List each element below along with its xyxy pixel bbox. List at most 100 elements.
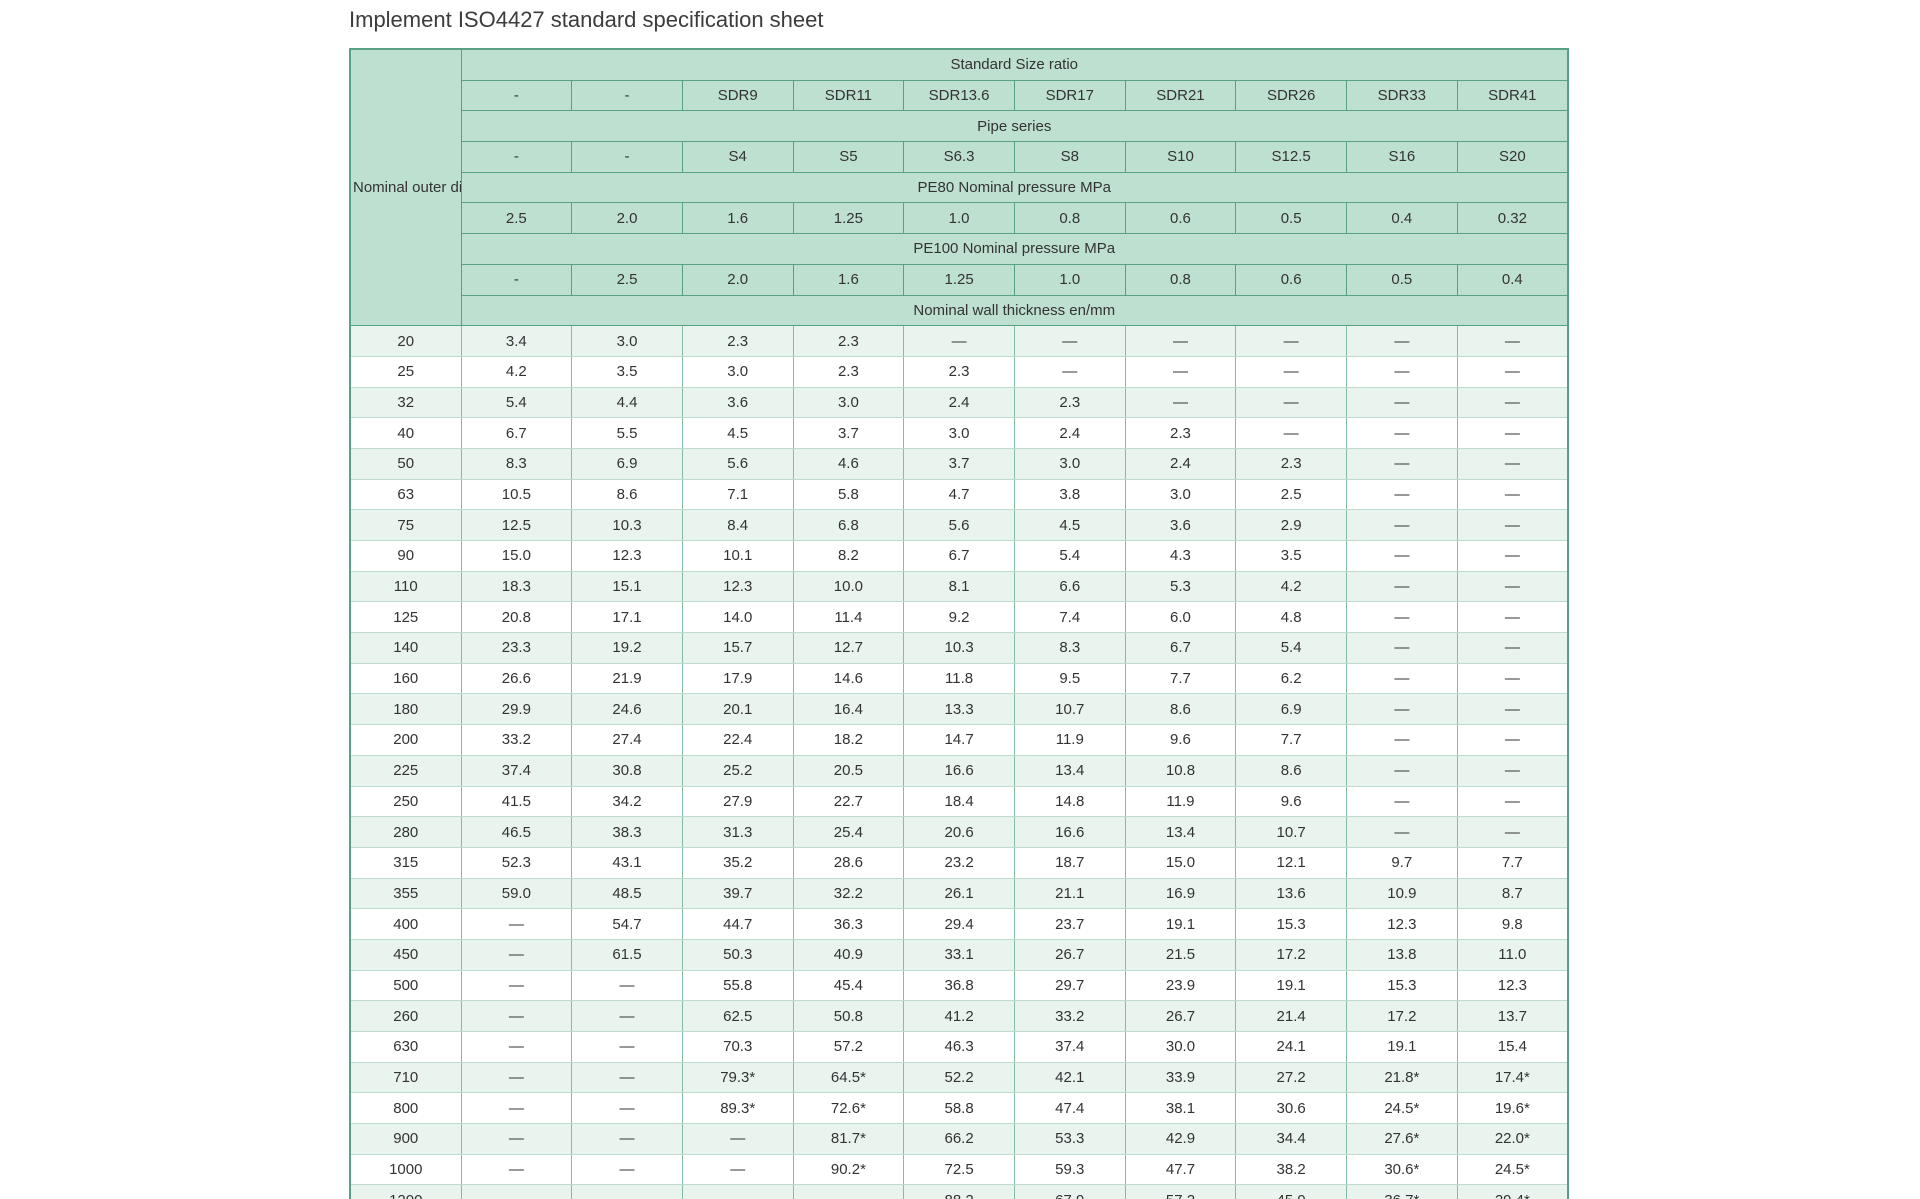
value-cell: — xyxy=(1346,325,1458,357)
sdr-header-cell: SDR9 xyxy=(681,79,794,112)
value-cell: 2.3 xyxy=(681,325,794,357)
value-cell: 2.9 xyxy=(1235,509,1347,541)
value-cell: 9.6 xyxy=(1235,785,1347,818)
table-row: 40 6.7 5.5 4.5 3.7 3.0 2.4 2.3— — — xyxy=(349,417,1569,449)
value-cell: 15.4 xyxy=(1456,1031,1569,1063)
value-cell: 17.2 xyxy=(1235,938,1347,971)
value-cell: 7.7 xyxy=(1456,846,1569,879)
dn-cell: 1200 xyxy=(349,1184,462,1199)
value-cell: 3.0 xyxy=(681,355,794,388)
pe80-header-cell: 2.0 xyxy=(571,202,683,235)
value-cell: 17.4* xyxy=(1456,1061,1569,1094)
value-cell: 21.4 xyxy=(1235,1000,1347,1032)
value-cell: — xyxy=(1346,662,1458,695)
dn-cell: 225 xyxy=(349,754,462,787)
value-cell: 10.3 xyxy=(571,509,683,541)
value-cell: 4.5 xyxy=(681,417,794,449)
dn-cell: 200 xyxy=(349,724,462,756)
pe100-header-cell: 0.8 xyxy=(1124,263,1237,296)
value-cell: — xyxy=(1346,601,1458,634)
value-cell: 34.4 xyxy=(1235,1123,1347,1155)
value-cell: 18.2 xyxy=(792,724,905,756)
value-cell: 3.0 xyxy=(1124,478,1237,511)
value-cell: 64.5* xyxy=(792,1061,905,1094)
series-header-cell: S5 xyxy=(792,141,905,173)
value-cell: 72.5 xyxy=(903,1153,1015,1186)
value-cell: — xyxy=(1013,325,1126,357)
dn-cell: 90 xyxy=(349,540,462,572)
value-cell: 20.5 xyxy=(792,754,905,787)
value-cell: 58.8 xyxy=(903,1092,1015,1125)
value-cell: 6.9 xyxy=(1235,693,1347,726)
value-cell: 13.7 xyxy=(1456,1000,1569,1032)
value-cell: 4.5 xyxy=(1013,509,1126,541)
value-cell: — xyxy=(1456,447,1569,480)
sdr-header-cell: SDR33 xyxy=(1346,79,1458,112)
value-cell: 25.4 xyxy=(792,816,905,848)
value-cell: 33.9 xyxy=(1124,1061,1237,1094)
sdr-header-cell: SDR41 xyxy=(1456,79,1569,112)
value-cell: 2.4 xyxy=(1013,417,1126,449)
value-cell: — xyxy=(1346,693,1458,726)
table-row: 710— —79.3* 64.5* 52.2 42.1 33.9 27.2 21.8* 17.4… xyxy=(349,1061,1569,1094)
value-cell: 8.2 xyxy=(792,540,905,572)
value-cell: 19.1 xyxy=(1346,1031,1458,1063)
value-cell: 5.4 xyxy=(1013,540,1126,572)
value-cell: 38.3 xyxy=(571,816,683,848)
value-cell: 10.8 xyxy=(1124,754,1237,787)
value-cell: — xyxy=(460,1153,573,1186)
value-cell: 25.2 xyxy=(681,754,794,787)
table-row: 630— —70.3 57.2 46.3 37.4 30.0 24.1 19.1 15.4 xyxy=(349,1031,1569,1063)
table-row: 400—54.7 44.7 36.3 29.4 23.7 19.1 15.3 12.3 9.8 xyxy=(349,908,1569,940)
value-cell: 8.7 xyxy=(1456,877,1569,910)
series-header-cell: S10 xyxy=(1124,141,1237,173)
value-cell: 2.4 xyxy=(903,386,1015,419)
value-cell: 5.4 xyxy=(460,386,573,419)
value-cell: — xyxy=(1346,570,1458,603)
pe100-header-cell: 1.6 xyxy=(792,263,905,296)
dn-cell: 125 xyxy=(349,601,462,634)
value-cell: — xyxy=(1346,540,1458,572)
value-cell: 30.6 xyxy=(1235,1092,1347,1125)
value-cell: 23.3 xyxy=(460,632,573,664)
value-cell: — xyxy=(571,1000,683,1032)
value-cell: 10.7 xyxy=(1013,693,1126,726)
value-cell: — xyxy=(1456,509,1569,541)
value-cell: 20.6 xyxy=(903,816,1015,848)
value-cell: 14.0 xyxy=(681,601,794,634)
value-cell: — xyxy=(1346,724,1458,756)
value-cell: — xyxy=(1456,540,1569,572)
value-cell: 32.2 xyxy=(792,877,905,910)
value-cell: 5.5 xyxy=(571,417,683,449)
value-cell: — xyxy=(1456,570,1569,603)
value-cell: 15.0 xyxy=(460,540,573,572)
value-cell: — xyxy=(1346,816,1458,848)
iso4427-spec-table: Nominal outer diameter DN Standard Size … xyxy=(349,48,1569,1199)
value-cell: — xyxy=(903,325,1015,357)
dn-cell: 140 xyxy=(349,632,462,664)
value-cell: 27.6* xyxy=(1346,1123,1458,1155)
value-cell: 6.0 xyxy=(1124,601,1237,634)
header-row-sdr: - - SDR9 SDR11 SDR13.6 SDR17 SDR21 SDR26 SDR33 SD… xyxy=(350,79,1569,112)
value-cell: 14.7 xyxy=(903,724,1015,756)
value-cell: 4.7 xyxy=(903,478,1015,511)
table-row: 180 29.9 24.6 20.1 16.4 13.3 10.7 8.6 6.9— — xyxy=(349,693,1569,726)
dn-cell: 710 xyxy=(349,1061,462,1094)
value-cell: 2.3 xyxy=(792,325,905,357)
dn-cell: 50 xyxy=(349,447,462,480)
value-cell: 29.4* xyxy=(1456,1184,1569,1199)
value-cell: 55.8 xyxy=(681,969,794,1002)
value-cell: 52.2 xyxy=(903,1061,1015,1094)
value-cell: 29.7 xyxy=(1013,969,1126,1002)
value-cell: 27.2 xyxy=(1235,1061,1347,1094)
value-cell: 13.3 xyxy=(903,693,1015,726)
value-cell: 6.7 xyxy=(903,540,1015,572)
pe80-header-cell: 1.6 xyxy=(681,202,794,235)
value-cell: 36.8 xyxy=(903,969,1015,1002)
dn-cell: 20 xyxy=(349,325,462,357)
value-cell: — xyxy=(1346,785,1458,818)
value-cell: 8.6 xyxy=(1235,754,1347,787)
table-row: 110 18.3 15.1 12.3 10.0 8.1 6.6 5.3 4.2— — xyxy=(349,570,1569,603)
table-row: 800— —89.3* 72.6* 58.8 47.4 38.1 30.6 24.5* 19.6… xyxy=(349,1092,1569,1125)
band-wall-thickness: Nominal wall thickness en/mm xyxy=(460,294,1569,327)
